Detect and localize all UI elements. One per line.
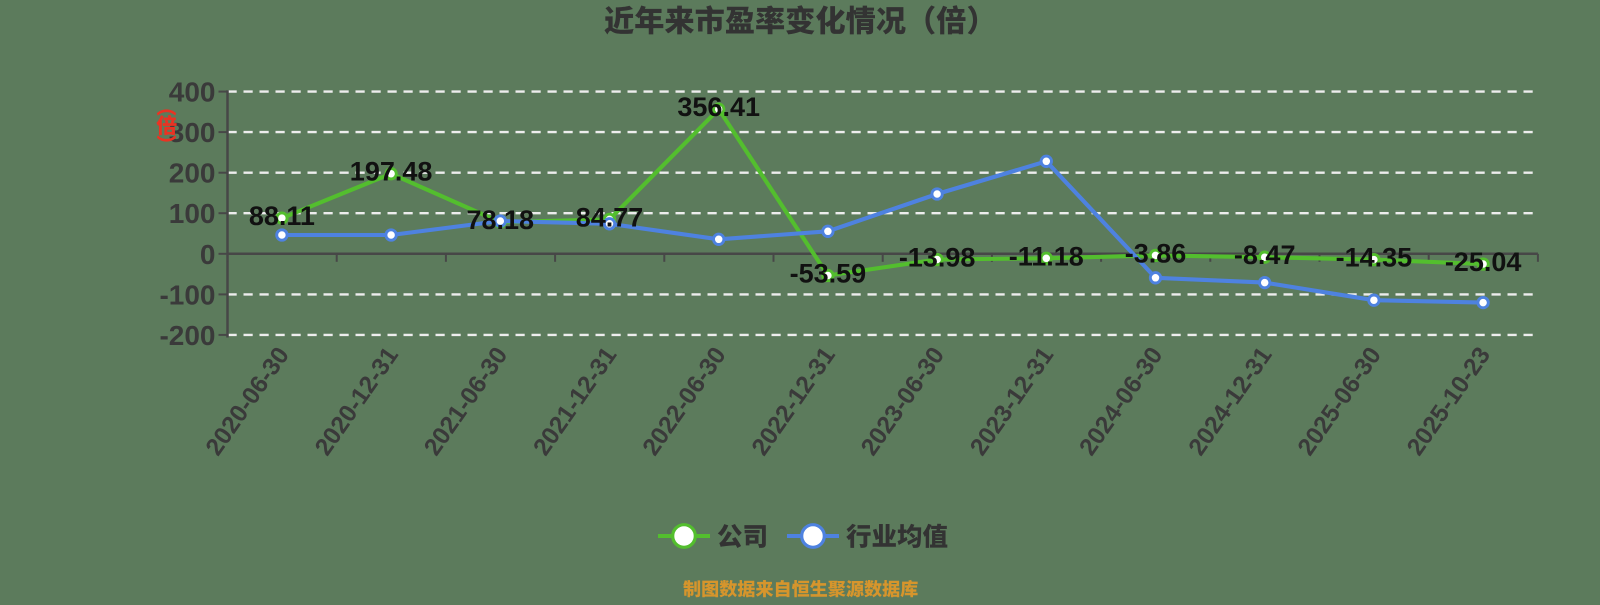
svg-text:84.77: 84.77 bbox=[576, 202, 644, 232]
svg-text:-11.18: -11.18 bbox=[1009, 241, 1084, 271]
svg-text:-200: -200 bbox=[159, 320, 215, 351]
svg-text:78.18: 78.18 bbox=[467, 205, 535, 235]
svg-text:-25.04: -25.04 bbox=[1445, 247, 1522, 277]
svg-text:-13.98: -13.98 bbox=[899, 243, 976, 273]
svg-text:-14.35: -14.35 bbox=[1336, 243, 1413, 273]
svg-text:-53.59: -53.59 bbox=[790, 259, 867, 289]
svg-text:356.41: 356.41 bbox=[677, 92, 760, 122]
svg-text:197.48: 197.48 bbox=[350, 157, 433, 187]
svg-text:0: 0 bbox=[200, 239, 216, 270]
svg-text:88.11: 88.11 bbox=[249, 201, 315, 231]
svg-text:-3.86: -3.86 bbox=[1125, 238, 1187, 268]
svg-text:300: 300 bbox=[169, 117, 216, 148]
svg-text:200: 200 bbox=[169, 158, 216, 189]
svg-text:400: 400 bbox=[169, 77, 216, 108]
svg-text:-100: -100 bbox=[159, 279, 215, 310]
svg-text:100: 100 bbox=[169, 198, 216, 229]
svg-text:-8.47: -8.47 bbox=[1234, 240, 1296, 270]
